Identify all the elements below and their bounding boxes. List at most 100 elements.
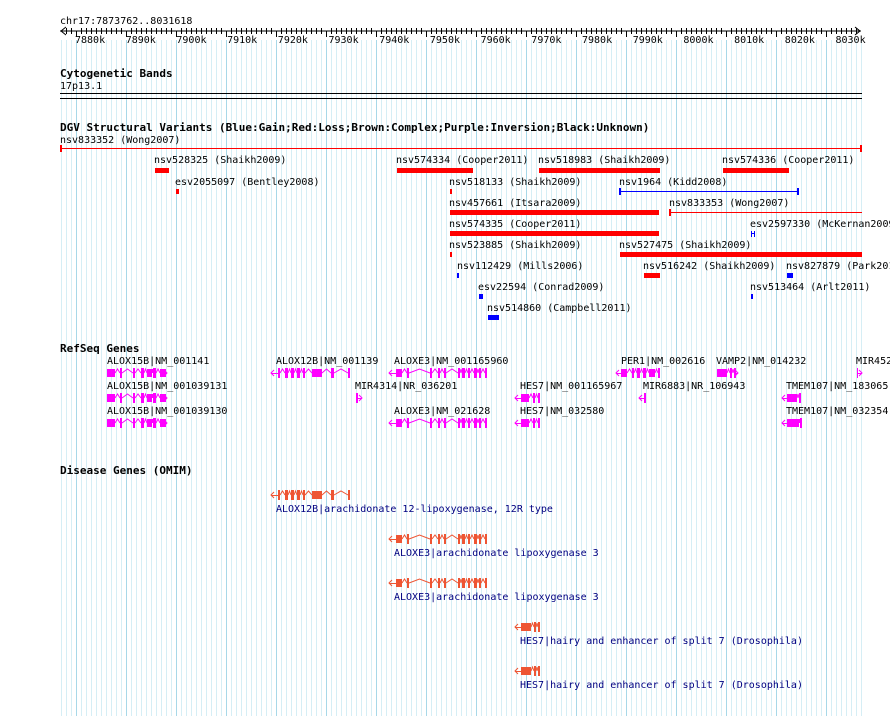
ruler-tick-label: 7980k bbox=[582, 35, 613, 46]
gene-glyph[interactable] bbox=[615, 367, 661, 379]
variant-bar-end bbox=[754, 231, 755, 237]
disease-gene-label[interactable]: ALOX12B|arachidonate 12-lipoxygenase, 12… bbox=[276, 504, 553, 515]
gene-label[interactable]: MIR4314|NR_036201 bbox=[355, 381, 458, 392]
gene-label[interactable]: ALOX15B|NM_001039131 bbox=[107, 381, 228, 392]
variant-bar[interactable] bbox=[450, 189, 452, 194]
variant-label[interactable]: esv22594 (Conrad2009) bbox=[478, 282, 605, 293]
ruler-tick-label: 7950k bbox=[429, 35, 460, 46]
variant-label[interactable]: nsv833353 (Wong2007) bbox=[669, 198, 790, 209]
variant-bar[interactable] bbox=[723, 168, 789, 173]
variant-label[interactable]: nsv1964 (Kidd2008) bbox=[619, 177, 728, 188]
gene-label[interactable]: HES7|NM_032580 bbox=[520, 406, 605, 417]
gene-glyph[interactable] bbox=[107, 367, 168, 379]
gene-glyph[interactable] bbox=[270, 367, 354, 379]
variant-bar[interactable] bbox=[155, 168, 169, 173]
gene-glyph[interactable] bbox=[107, 417, 168, 429]
variant-bar[interactable] bbox=[670, 212, 862, 213]
gene-label[interactable]: ALOXE3|NM_021628 bbox=[394, 406, 491, 417]
variant-label[interactable]: nsv528325 (Shaikh2009) bbox=[154, 155, 287, 166]
gene-glyph[interactable] bbox=[356, 392, 366, 404]
variant-label[interactable]: esv2597330 (McKernan2009) bbox=[750, 219, 890, 230]
gene-glyph[interactable] bbox=[781, 417, 803, 429]
variant-label[interactable]: nsv457661 (Itsara2009) bbox=[449, 198, 582, 209]
variant-label[interactable]: nsv513464 (Arlt2011) bbox=[750, 282, 871, 293]
variant-bar[interactable] bbox=[539, 168, 660, 173]
ruler-tick-label: 7930k bbox=[328, 35, 359, 46]
gene-label[interactable]: VAMP2|NM_014232 bbox=[716, 356, 807, 367]
cytoband-line-bottom bbox=[60, 98, 862, 99]
variant-label[interactable]: nsv518133 (Shaikh2009) bbox=[449, 177, 582, 188]
variant-bar-start bbox=[619, 188, 621, 195]
disease-gene-glyph[interactable] bbox=[270, 489, 354, 501]
gene-label[interactable]: ALOX15B|NM_001141 bbox=[107, 356, 210, 367]
disease-gene-label[interactable]: ALOXE3|arachidonate lipoxygenase 3 bbox=[394, 548, 599, 559]
gene-label[interactable]: HES7|NM_001165967 bbox=[520, 381, 623, 392]
gene-glyph[interactable] bbox=[638, 392, 648, 404]
variant-bar[interactable] bbox=[620, 252, 862, 257]
variant-label[interactable]: esv2055097 (Bentley2008) bbox=[175, 177, 320, 188]
variant-bar[interactable] bbox=[787, 273, 793, 278]
variant-label[interactable]: nsv527475 (Shaikh2009) bbox=[619, 240, 752, 251]
variant-label[interactable]: nsv516242 (Shaikh2009) bbox=[643, 261, 776, 272]
variant-label[interactable]: nsv523885 (Shaikh2009) bbox=[449, 240, 582, 251]
disease-gene-glyph[interactable] bbox=[514, 665, 542, 677]
variant-bar[interactable] bbox=[620, 191, 799, 192]
gene-glyph[interactable] bbox=[717, 367, 739, 379]
ruler-tick-label: 7960k bbox=[480, 35, 511, 46]
variant-bar-end bbox=[860, 145, 862, 152]
ruler-tick-label: 7880k bbox=[75, 35, 106, 46]
variant-bar[interactable] bbox=[61, 148, 862, 149]
gene-label[interactable]: ALOXE3|NM_001165960 bbox=[394, 356, 509, 367]
variant-label[interactable]: nsv827879 (Park2010) bbox=[786, 261, 890, 272]
gene-glyph[interactable] bbox=[781, 392, 803, 404]
gene-label[interactable]: MIR4521 bbox=[856, 356, 890, 367]
variant-bar[interactable] bbox=[644, 273, 660, 278]
variant-label[interactable]: nsv833352 (Wong2007) bbox=[60, 135, 181, 146]
gene-glyph[interactable] bbox=[857, 367, 867, 379]
variant-label[interactable]: nsv574336 (Cooper2011) bbox=[722, 155, 855, 166]
ruler-tick-label: 7900k bbox=[176, 35, 207, 46]
variant-bar[interactable] bbox=[751, 294, 753, 299]
omim-track-title[interactable]: Disease Genes (OMIM) bbox=[60, 464, 193, 477]
ruler-tick-label: 8000k bbox=[683, 35, 714, 46]
cytoband-label: 17p13.1 bbox=[60, 81, 103, 92]
gene-label[interactable]: MIR6883|NR_106943 bbox=[643, 381, 746, 392]
dgv-track-title[interactable]: DGV Structural Variants (Blue:Gain;Red:L… bbox=[60, 121, 650, 134]
variant-bar-start bbox=[669, 209, 671, 216]
gene-glyph[interactable] bbox=[514, 392, 542, 404]
variant-bar[interactable] bbox=[479, 294, 483, 299]
variant-label[interactable]: nsv518983 (Shaikh2009) bbox=[538, 155, 671, 166]
disease-gene-label[interactable]: HES7|hairy and enhancer of split 7 (Dros… bbox=[520, 680, 803, 691]
variant-label[interactable]: nsv574334 (Cooper2011) bbox=[396, 155, 529, 166]
cytoband-track-title[interactable]: Cytogenetic Bands bbox=[60, 67, 173, 80]
gene-label[interactable]: PER1|NM_002616 bbox=[621, 356, 706, 367]
gene-label[interactable]: TMEM107|NM_032354 bbox=[786, 406, 889, 417]
variant-bar[interactable] bbox=[488, 315, 499, 320]
gene-label[interactable]: TMEM107|NM_183065 bbox=[786, 381, 889, 392]
disease-gene-glyph[interactable] bbox=[388, 577, 488, 589]
gene-glyph[interactable] bbox=[388, 367, 488, 379]
refseq-track-title[interactable]: RefSeq Genes bbox=[60, 342, 140, 355]
ruler-tick-label: 8030k bbox=[835, 35, 866, 46]
gene-label[interactable]: ALOX12B|NM_001139 bbox=[276, 356, 379, 367]
variant-bar[interactable] bbox=[397, 168, 473, 173]
variant-bar[interactable] bbox=[176, 189, 179, 194]
variant-label[interactable]: nsv112429 (Mills2006) bbox=[457, 261, 584, 272]
ruler-location: chr17:7873762..8031618 bbox=[60, 16, 193, 27]
variant-label[interactable]: nsv514860 (Campbell2011) bbox=[487, 303, 632, 314]
gene-glyph[interactable] bbox=[107, 392, 168, 404]
cytoband-line-top bbox=[60, 93, 862, 94]
disease-gene-glyph[interactable] bbox=[514, 621, 542, 633]
variant-bar[interactable] bbox=[751, 231, 752, 237]
gene-label[interactable]: ALOX15B|NM_001039130 bbox=[107, 406, 228, 417]
disease-gene-label[interactable]: ALOXE3|arachidonate lipoxygenase 3 bbox=[394, 592, 599, 603]
gene-glyph[interactable] bbox=[514, 417, 542, 429]
variant-bar[interactable] bbox=[450, 252, 452, 257]
variant-bar[interactable] bbox=[450, 210, 659, 215]
variant-bar[interactable] bbox=[457, 273, 459, 278]
variant-bar[interactable] bbox=[450, 231, 659, 236]
disease-gene-label[interactable]: HES7|hairy and enhancer of split 7 (Dros… bbox=[520, 636, 803, 647]
gene-glyph[interactable] bbox=[388, 417, 488, 429]
disease-gene-glyph[interactable] bbox=[388, 533, 488, 545]
variant-label[interactable]: nsv574335 (Cooper2011) bbox=[449, 219, 582, 230]
